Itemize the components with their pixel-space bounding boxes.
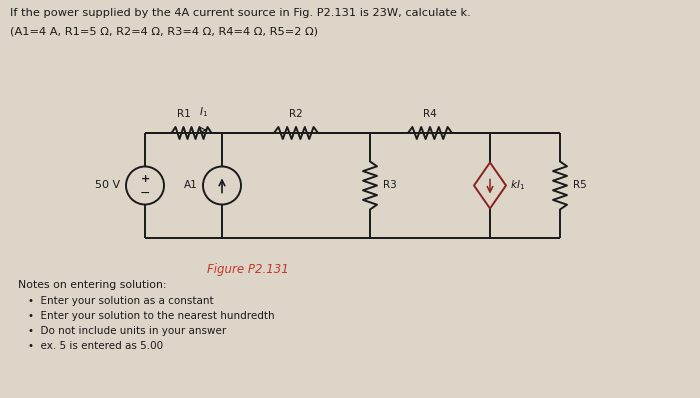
Text: R5: R5 <box>573 181 587 191</box>
Text: If the power supplied by the 4A current source in Fig. P2.131 is 23W, calculate : If the power supplied by the 4A current … <box>10 8 470 18</box>
Text: Figure P2.131: Figure P2.131 <box>206 263 288 276</box>
Text: $\it{I_1}$: $\it{I_1}$ <box>199 105 208 119</box>
Text: +: + <box>141 174 150 183</box>
Text: (A1=4 A, R1=5 Ω, R2=4 Ω, R3=4 Ω, R4=4 Ω, R5=2 Ω): (A1=4 A, R1=5 Ω, R2=4 Ω, R3=4 Ω, R4=4 Ω,… <box>10 26 318 36</box>
Text: R4: R4 <box>423 109 437 119</box>
Text: 50 V: 50 V <box>95 181 120 191</box>
Text: •  Enter your solution as a constant: • Enter your solution as a constant <box>28 296 214 306</box>
Text: R1: R1 <box>176 109 190 119</box>
Text: −: − <box>140 187 150 200</box>
Text: $kI_1$: $kI_1$ <box>510 179 525 192</box>
Text: •  Do not include units in your answer: • Do not include units in your answer <box>28 326 226 336</box>
Text: •  ex. 5 is entered as 5.00: • ex. 5 is entered as 5.00 <box>28 341 163 351</box>
Text: Notes on entering solution:: Notes on entering solution: <box>18 280 167 290</box>
Text: •  Enter your solution to the nearest hundredth: • Enter your solution to the nearest hun… <box>28 311 274 321</box>
Text: R3: R3 <box>383 181 397 191</box>
Text: A1: A1 <box>184 181 198 191</box>
Text: R2: R2 <box>289 109 303 119</box>
